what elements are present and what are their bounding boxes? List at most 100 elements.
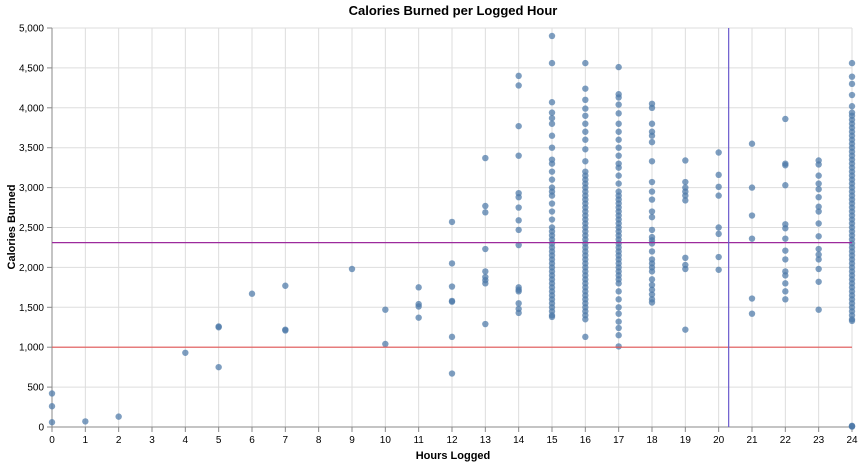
data-point bbox=[282, 327, 289, 334]
data-point bbox=[282, 282, 289, 289]
data-point bbox=[48, 419, 56, 426]
data-point bbox=[548, 192, 556, 199]
data-point bbox=[548, 32, 556, 40]
data-point bbox=[615, 63, 622, 71]
data-point bbox=[648, 104, 656, 112]
y-tick-label: 2,000 bbox=[19, 263, 44, 274]
data-point bbox=[515, 193, 522, 201]
x-tick-label: 18 bbox=[646, 435, 658, 446]
x-tick-label: 19 bbox=[680, 435, 692, 446]
data-point bbox=[448, 283, 456, 290]
data-point bbox=[815, 185, 822, 193]
x-tick-label: 6 bbox=[249, 435, 255, 446]
data-point bbox=[515, 72, 522, 80]
data-point bbox=[782, 182, 789, 189]
data-point bbox=[615, 343, 622, 350]
x-tick-label: 7 bbox=[283, 435, 289, 446]
data-point bbox=[848, 423, 856, 430]
data-point bbox=[182, 349, 189, 356]
x-tick-label: 22 bbox=[780, 435, 792, 446]
data-point bbox=[548, 200, 556, 207]
data-point bbox=[582, 146, 589, 153]
y-tick-label: 1,000 bbox=[19, 343, 44, 354]
y-tick-label: 5,000 bbox=[19, 24, 44, 35]
data-point bbox=[115, 413, 122, 420]
data-point bbox=[648, 213, 656, 221]
data-point bbox=[348, 265, 356, 273]
data-point bbox=[615, 128, 622, 135]
data-point bbox=[615, 101, 622, 108]
data-point bbox=[482, 268, 489, 275]
data-point bbox=[615, 324, 622, 332]
data-point bbox=[748, 295, 756, 302]
data-point bbox=[715, 224, 722, 231]
data-point bbox=[848, 317, 856, 325]
x-tick-label: 17 bbox=[613, 435, 625, 446]
y-tick-label: 500 bbox=[27, 383, 44, 394]
data-point bbox=[482, 154, 489, 162]
data-point bbox=[748, 310, 756, 317]
x-tick-label: 21 bbox=[746, 435, 758, 446]
data-point bbox=[648, 188, 656, 195]
data-point bbox=[448, 298, 456, 305]
data-points bbox=[48, 32, 856, 430]
data-point bbox=[582, 105, 589, 112]
data-point bbox=[648, 158, 656, 165]
data-point bbox=[815, 161, 822, 168]
x-tick-label: 3 bbox=[149, 435, 155, 446]
data-point bbox=[815, 208, 822, 215]
data-point bbox=[848, 91, 856, 99]
y-tick-label: 4,000 bbox=[19, 103, 44, 114]
data-point bbox=[648, 281, 656, 289]
data-point bbox=[748, 212, 756, 219]
data-point bbox=[648, 178, 656, 186]
data-point bbox=[515, 226, 522, 234]
data-point bbox=[682, 197, 689, 204]
data-point bbox=[48, 403, 56, 410]
data-point bbox=[782, 280, 789, 287]
data-point bbox=[482, 245, 489, 253]
x-tick-label: 5 bbox=[216, 435, 222, 446]
data-point bbox=[782, 288, 789, 295]
x-tick-label: 23 bbox=[813, 435, 825, 446]
x-tick-label: 20 bbox=[713, 435, 725, 446]
data-point bbox=[848, 59, 856, 67]
data-point bbox=[748, 184, 756, 191]
data-point bbox=[815, 278, 822, 285]
data-point bbox=[515, 152, 522, 159]
data-point bbox=[748, 140, 756, 147]
data-point bbox=[682, 192, 689, 199]
data-point bbox=[615, 310, 622, 317]
data-point bbox=[215, 363, 222, 371]
data-point bbox=[515, 204, 522, 211]
reference-lines bbox=[52, 28, 852, 427]
data-point bbox=[515, 288, 522, 295]
x-axis-title: Hours Logged bbox=[416, 450, 491, 462]
data-point bbox=[648, 120, 656, 127]
data-point bbox=[548, 59, 556, 67]
x-tick-label: 9 bbox=[349, 435, 355, 446]
x-tick-label: 8 bbox=[316, 435, 322, 446]
data-point bbox=[582, 59, 589, 67]
data-point bbox=[815, 265, 822, 273]
data-point bbox=[648, 132, 656, 139]
data-point bbox=[648, 286, 656, 293]
data-point bbox=[615, 94, 622, 101]
data-point bbox=[715, 230, 722, 238]
data-point bbox=[548, 208, 556, 215]
y-tick-label: 3,000 bbox=[19, 183, 44, 194]
data-point bbox=[582, 136, 589, 143]
data-point bbox=[548, 160, 556, 167]
data-point bbox=[482, 320, 489, 328]
data-point bbox=[782, 296, 789, 303]
data-point bbox=[782, 225, 789, 232]
data-point bbox=[782, 247, 789, 254]
data-point bbox=[715, 171, 722, 179]
chart-title: Calories Burned per Logged Hour bbox=[349, 3, 558, 18]
x-tick-label: 13 bbox=[480, 435, 492, 446]
data-point bbox=[648, 196, 656, 203]
data-point bbox=[815, 306, 822, 313]
data-point bbox=[548, 109, 556, 116]
data-point bbox=[482, 280, 489, 287]
